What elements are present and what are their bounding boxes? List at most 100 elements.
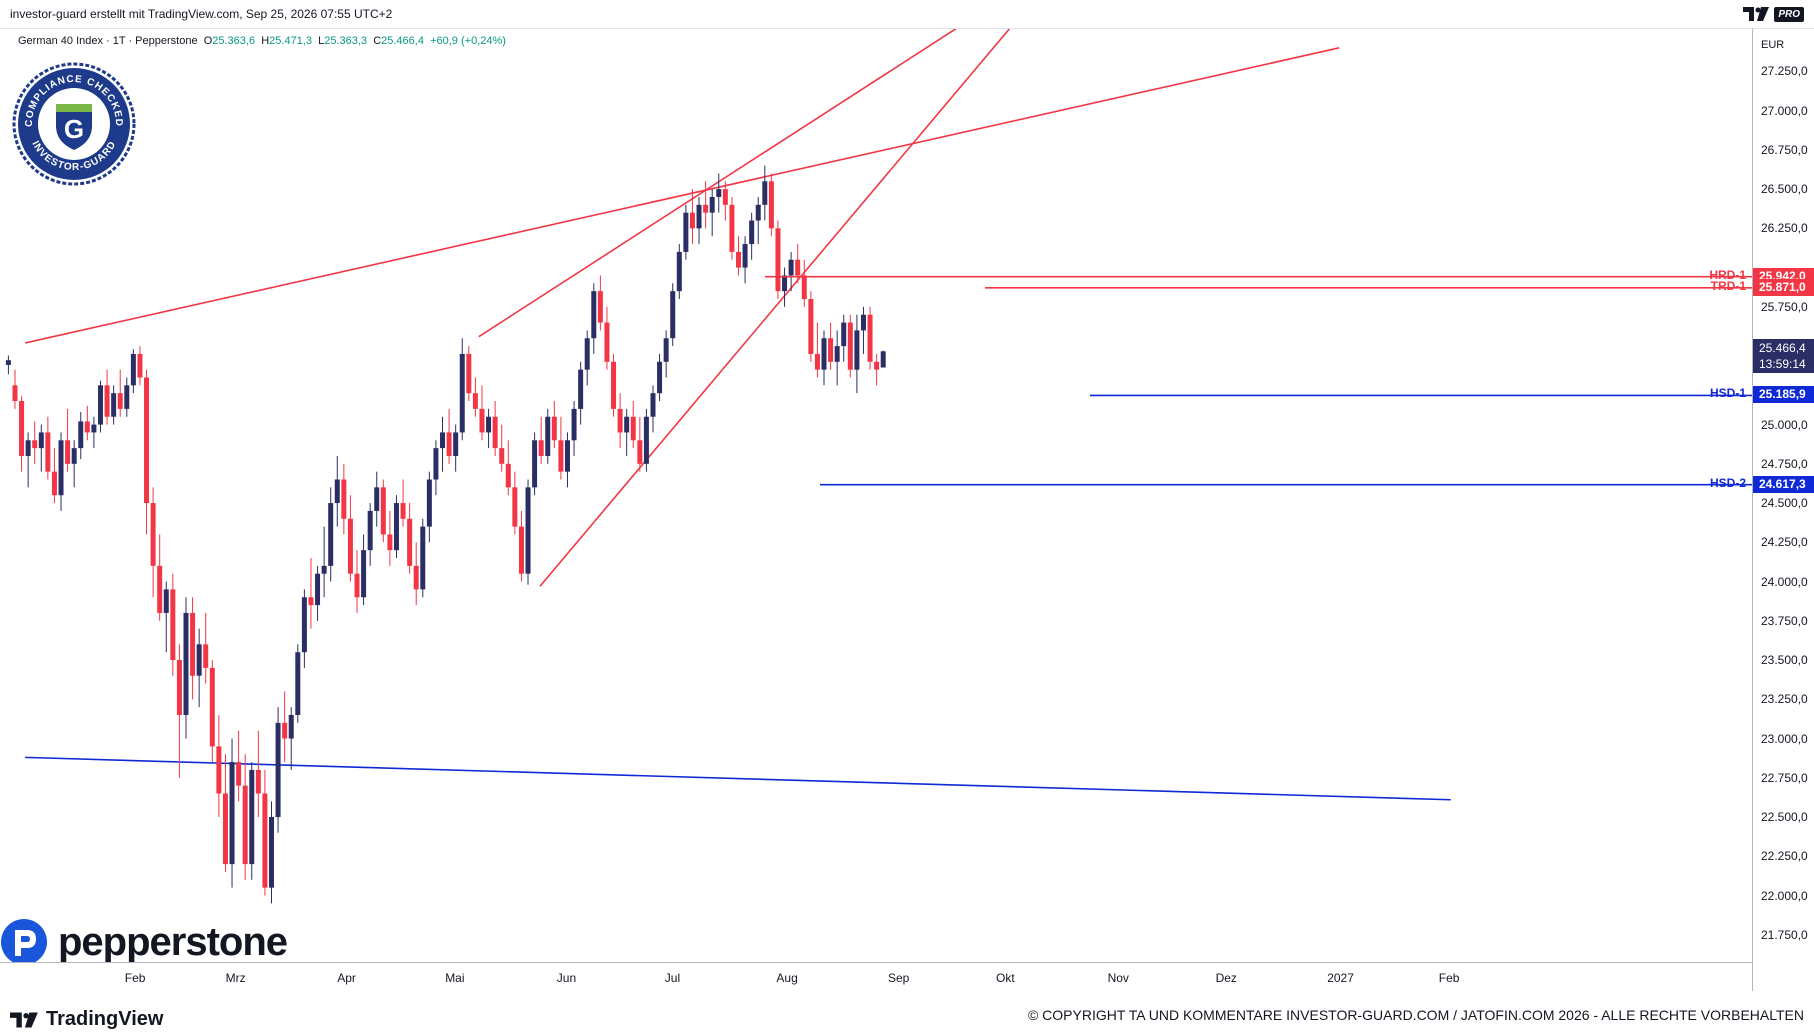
price-tick-label: 23.000,0	[1761, 731, 1808, 746]
tradingview-pro-logo: PRO	[1743, 5, 1804, 23]
candle-body	[242, 785, 248, 865]
candle-body	[196, 644, 202, 676]
trendline-3	[539, 29, 1011, 587]
candle-body	[479, 408, 485, 433]
price-tick-label: 27.000,0	[1761, 103, 1808, 118]
candle-body	[51, 471, 57, 496]
last-price-value: 25.466,4	[1759, 341, 1806, 356]
candle-body	[696, 204, 702, 229]
tradingview-icon	[10, 1012, 38, 1027]
candle-body	[163, 589, 169, 613]
countdown-timer: 13:59:14	[1759, 357, 1806, 372]
candle-body	[808, 298, 814, 354]
candle-body	[308, 597, 314, 606]
candle-body	[854, 330, 860, 370]
candle-body	[157, 565, 163, 613]
time-tick-label: Feb	[124, 971, 146, 985]
candle-body	[440, 432, 446, 449]
candle-body	[670, 291, 676, 339]
candle-body	[328, 503, 334, 566]
close-value: 25.466,4	[381, 35, 424, 47]
candle-body	[374, 487, 380, 511]
candle-body	[58, 440, 64, 496]
candle-body	[203, 644, 209, 668]
last-price-tag: 25.466,4 13:59:14	[1753, 339, 1814, 374]
candle-body	[584, 338, 590, 370]
candle-body	[144, 377, 150, 504]
candle-body	[768, 181, 774, 229]
price-tick-label: 22.000,0	[1761, 888, 1808, 903]
level-tag-hsd-2: 24.617,3	[1753, 475, 1814, 493]
pro-badge: PRO	[1774, 6, 1804, 22]
candle-body	[499, 448, 505, 464]
trendline-4	[25, 756, 1451, 801]
candle-body	[689, 212, 695, 229]
price-tick-label: 24.500,0	[1761, 496, 1808, 511]
candle-body	[597, 291, 603, 323]
candle-body	[255, 769, 261, 794]
tradingview-logo-icon	[1743, 7, 1770, 21]
time-tick-label: 2027	[1327, 971, 1354, 985]
candle-body	[722, 189, 728, 205]
candle-body	[525, 487, 531, 574]
candle-body	[354, 573, 360, 598]
candle-body	[518, 526, 524, 574]
candle-body	[558, 440, 564, 472]
candle-body	[466, 353, 472, 394]
open-label: O	[203, 35, 213, 47]
candle-body	[801, 275, 807, 299]
candle-body	[71, 448, 77, 464]
candle-body	[472, 393, 478, 409]
candle-body	[367, 510, 373, 551]
price-tick-label: 27.250,0	[1761, 64, 1808, 79]
candle-body	[209, 667, 215, 747]
candle-body	[459, 353, 465, 433]
candle-body	[814, 353, 820, 370]
candle-body	[880, 351, 886, 368]
candle-body	[749, 220, 755, 245]
candle-body	[532, 440, 538, 488]
candle-body	[874, 361, 880, 370]
candle-body	[387, 534, 393, 551]
candle-body	[591, 291, 597, 339]
candle-body	[841, 322, 847, 347]
symbol-title: German 40 Index · 1T · Pepperstone	[18, 35, 198, 47]
candle-body	[663, 338, 669, 362]
level-name-trd-1: TRD-1	[1710, 278, 1746, 293]
candle-body	[380, 487, 386, 535]
price-chart[interactable]	[0, 29, 1752, 963]
candle-body	[538, 440, 544, 456]
compliance-checked-badge-icon: COMPLIANCE CHECKED INVESTOR-GUARD G	[12, 62, 136, 186]
candle-body	[657, 361, 663, 394]
candle-body	[453, 432, 459, 456]
candle-body	[716, 189, 722, 197]
time-tick-label: Nov	[1107, 971, 1129, 985]
candle-body	[755, 204, 761, 221]
price-tick-label: 23.500,0	[1761, 653, 1808, 668]
price-tick-label: 21.750,0	[1761, 927, 1808, 942]
candle-body	[315, 573, 321, 606]
price-tick-label: 24.250,0	[1761, 535, 1808, 550]
price-tick-label: 22.750,0	[1761, 770, 1808, 785]
candle-body	[229, 762, 235, 865]
candle-body	[407, 518, 413, 566]
price-tick-label: 26.250,0	[1761, 221, 1808, 236]
low-value: 25.363,3	[324, 35, 368, 47]
candle-body	[32, 440, 38, 449]
copyright-notice: © COPYRIGHT TA UND KOMMENTARE INVESTOR-G…	[1027, 1007, 1804, 1023]
candle-body	[571, 408, 577, 441]
candle-body	[150, 503, 156, 566]
time-scale[interactable]: Feb Mrz Apr Mai Jun Jul Aug Sep Okt Nov Dez 2027 Feb	[0, 962, 1752, 992]
chart-plot-area[interactable]	[0, 28, 1752, 992]
price-scale[interactable]: EUR 21.750,0 22.000,0 22.250,0 22.500,0 22.7…	[1752, 28, 1814, 992]
candle-body	[124, 385, 130, 409]
candle-body	[65, 440, 71, 464]
candle-body	[617, 408, 623, 433]
candle-body	[268, 817, 274, 888]
time-tick-label: Apr	[337, 971, 356, 985]
candle-body	[361, 550, 367, 598]
time-tick-label: Jun	[556, 971, 577, 985]
candle-body	[130, 353, 136, 386]
time-tick-label: Dez	[1215, 971, 1237, 985]
candle-body	[275, 722, 281, 818]
